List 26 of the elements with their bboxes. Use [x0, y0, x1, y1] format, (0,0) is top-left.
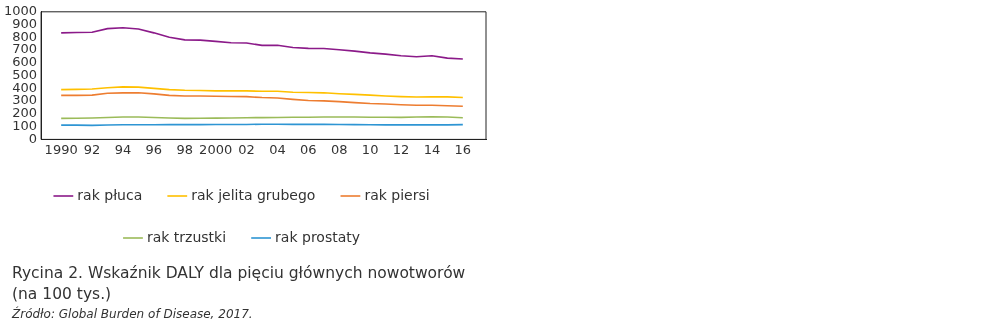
- legend-label: rak piersi: [364, 186, 430, 203]
- y-tick-label: 700: [12, 41, 38, 57]
- legend-label: rak trzustki: [146, 228, 227, 245]
- x-tick-label: 08: [330, 141, 348, 157]
- text: Rycina 2. Wskaźnik DALY dla pięciu głównych nowotworów (na 100 tys.): [12, 263, 467, 305]
- text: Źródło: Global Burden of Disease, 2017.: [12, 307, 254, 321]
- x-tick-label: 1990: [44, 141, 78, 157]
- x-tick-label: 96: [145, 141, 163, 157]
- x-tick-label: 2000: [199, 141, 233, 157]
- x-tick-label: 12: [392, 141, 410, 157]
- y-tick-label: 300: [12, 92, 38, 108]
- y-tick-label: 800: [12, 28, 38, 44]
- legend-label: rak prostaty: [275, 228, 361, 245]
- x-tick-label: 14: [423, 141, 441, 157]
- x-tick-label: 04: [269, 141, 286, 157]
- legend-label: rak płuca: [77, 186, 143, 203]
- legend-label: rak jelita grubego: [191, 186, 316, 203]
- x-tick-label: 98: [176, 141, 194, 157]
- y-tick-label: 200: [12, 105, 38, 121]
- x-tick-label: 10: [361, 141, 379, 157]
- x-tick-label: 02: [238, 141, 255, 157]
- x-tick-label: 16: [454, 141, 472, 157]
- x-tick-label: 06: [300, 141, 317, 157]
- x-tick-label: 92: [83, 141, 101, 157]
- y-tick-label: 400: [12, 79, 38, 95]
- x-tick-label: 94: [114, 141, 132, 157]
